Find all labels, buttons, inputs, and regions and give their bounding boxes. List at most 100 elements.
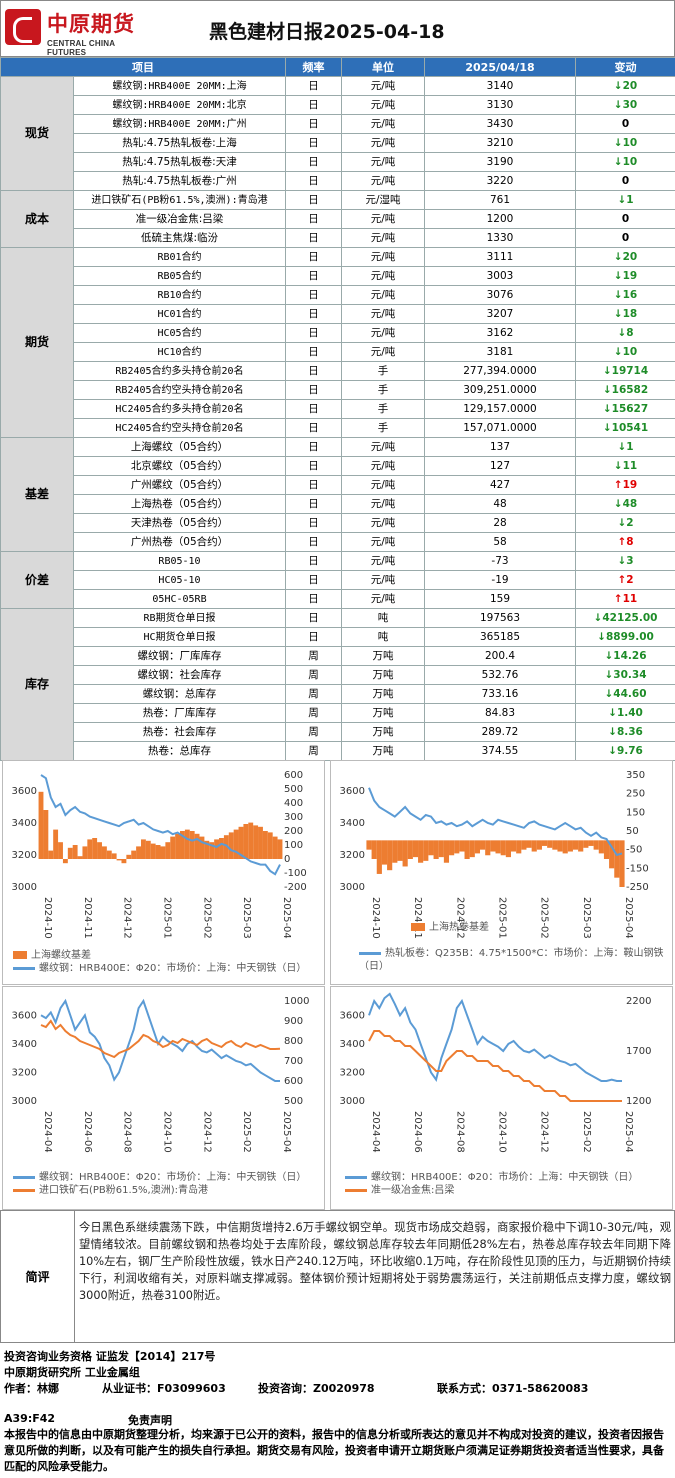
legend-item: 上海螺纹基差 bbox=[13, 949, 306, 962]
y-tick-label: 3400 bbox=[340, 818, 365, 829]
basis-bar bbox=[258, 826, 263, 859]
basis-bar bbox=[531, 840, 537, 852]
legend-item: 螺纹钢：HRB400E：Φ20：市场价：上海：中天钢铁（日） bbox=[13, 1171, 306, 1184]
basis-bar bbox=[136, 846, 141, 859]
y-tick-label: 3200 bbox=[340, 850, 365, 861]
value-cell: 3220 bbox=[424, 171, 576, 191]
legend-swatch bbox=[345, 1188, 367, 1192]
footer-qualification: 投资咨询业务资格 证监发【2014】217号 bbox=[4, 1350, 216, 1363]
change-value: 8899.00 bbox=[605, 630, 654, 643]
table-row: RB05合约日元/吨 3003 ↓19 bbox=[1, 266, 675, 286]
value-cell: 427 bbox=[424, 475, 576, 495]
value-cell: 28 bbox=[424, 513, 576, 533]
change-cell: ↑11 bbox=[575, 589, 675, 609]
basis-bar bbox=[97, 842, 102, 859]
legend-label: 热轧板卷：Q235B：4.75*1500*C：市场价：上海：鞍山钢铁（日） bbox=[359, 948, 664, 972]
category-cell: 基差 bbox=[0, 437, 74, 552]
footer-code: A39:F42 bbox=[4, 1412, 56, 1425]
basis-bar bbox=[116, 859, 122, 861]
arrow-down-icon: ↓ bbox=[602, 421, 612, 434]
table-row: HC05-10 日元/吨 -19 ↑2 bbox=[1, 570, 675, 590]
y-tick-label: 3000 bbox=[340, 1096, 365, 1107]
unit-cell: 万吨 bbox=[341, 665, 425, 685]
basis-bar bbox=[48, 850, 54, 859]
freq-cell: 日 bbox=[285, 513, 342, 533]
y2-tick-label: 50 bbox=[626, 826, 639, 837]
change-cell: ↓14.26 bbox=[575, 646, 675, 666]
footer-consult: 投资咨询：Z0020978 bbox=[258, 1382, 375, 1395]
unit-cell: 元/湿吨 bbox=[341, 190, 425, 210]
y-tick-label: 3200 bbox=[12, 1067, 37, 1078]
table-row: 基差 上海螺纹（05合约）日元/吨 137 ↓1 bbox=[0, 437, 675, 552]
basis-bar bbox=[248, 822, 254, 859]
item-cell: 热轧:4.75热轧板卷:广州 bbox=[73, 171, 286, 191]
item-cell: HC01合约 bbox=[73, 304, 286, 324]
freq-cell: 日 bbox=[285, 494, 342, 514]
change-value: 1 bbox=[626, 193, 634, 206]
unit-cell: 元/吨 bbox=[341, 475, 425, 495]
value-cell: 3181 bbox=[424, 342, 576, 362]
y2-tick-label: 400 bbox=[284, 798, 303, 809]
chart-rebar-ore: 3000 3200 3400 3600 500 600 700 800 900 1000 2024-… bbox=[2, 986, 325, 1210]
item-cell: 螺纹钢：总库存 bbox=[73, 684, 286, 704]
series-line bbox=[40, 998, 280, 1082]
arrow-down-icon: ↓ bbox=[617, 326, 627, 339]
y2-tick-label: 0 bbox=[284, 854, 290, 865]
item-cell: 螺纹钢:HRB400E 20MM:上海 bbox=[73, 76, 286, 96]
unit-cell: 元/吨 bbox=[341, 323, 425, 343]
chart-rebar-ore-plot: 3000 3200 3400 3600 500 600 700 800 900 1000 2024-… bbox=[12, 996, 310, 1153]
report-header: 中原期货 CENTRAL CHINA FUTURES 黑色建材日报2025-04… bbox=[0, 0, 675, 57]
x-tick-label: 2024-10 bbox=[162, 1111, 173, 1153]
change-value: 44.60 bbox=[613, 687, 647, 700]
review-section: 简评 今日黑色系继续震荡下跌，中信期货增持2.6万手螺纹钢空单。现货市场成交趋弱… bbox=[0, 1210, 675, 1343]
change-value: 18 bbox=[622, 307, 638, 320]
item-cell: HC2405合约空头持仓前20名 bbox=[73, 418, 286, 438]
basis-bar bbox=[433, 840, 439, 859]
basis-bar bbox=[209, 842, 215, 859]
arrow-down-icon: ↓ bbox=[604, 649, 614, 662]
unit-cell: 手 bbox=[341, 418, 425, 438]
y2-tick-label: 150 bbox=[626, 807, 645, 818]
x-tick-label: 2025-03 bbox=[581, 897, 592, 939]
basis-bar bbox=[223, 835, 229, 859]
basis-bar bbox=[609, 840, 615, 869]
basis-bar bbox=[277, 839, 283, 859]
unit-cell: 元/吨 bbox=[341, 228, 425, 248]
legend-hrc-basis: 热轧板卷：Q235B：4.75*1500*C：市场价：上海：鞍山钢铁（日） bbox=[359, 947, 669, 973]
basis-bar bbox=[126, 854, 132, 859]
arrow-down-icon: ↓ bbox=[608, 725, 617, 738]
table-row: HC2405合约空头持仓前20名日手 157,071.0000 ↓10541 bbox=[1, 418, 675, 438]
basis-bar bbox=[194, 833, 200, 859]
y2-tick-label: -200 bbox=[284, 882, 307, 893]
table-row: 成本 进口铁矿石(PB粉61.5%,澳洲):青岛港日元/湿吨 761 ↓1 bbox=[0, 190, 675, 248]
change-value: 1 bbox=[626, 440, 634, 453]
value-cell: 48 bbox=[424, 494, 576, 514]
unit-cell: 元/吨 bbox=[341, 494, 425, 514]
value-cell: 1330 bbox=[424, 228, 576, 248]
freq-cell: 日 bbox=[285, 114, 342, 134]
freq-cell: 日 bbox=[285, 570, 342, 590]
freq-cell: 周 bbox=[285, 646, 342, 666]
change-value: 10 bbox=[622, 155, 638, 168]
y2-tick-label: 900 bbox=[284, 1016, 303, 1027]
basis-bar bbox=[578, 840, 584, 852]
x-tick-label: 2024-08 bbox=[122, 1111, 133, 1153]
value-cell: 159 bbox=[424, 589, 576, 609]
freq-cell: 日 bbox=[285, 437, 342, 457]
value-cell: 3140 bbox=[424, 76, 576, 96]
item-cell: 上海螺纹（05合约） bbox=[73, 437, 286, 457]
change-cell: ↓1 bbox=[575, 437, 675, 457]
company-logo: 中原期货 CENTRAL CHINA FUTURES bbox=[5, 7, 155, 57]
basis-bar bbox=[485, 840, 491, 856]
change-cell: ↓30.34 bbox=[575, 665, 675, 685]
basis-bar bbox=[397, 840, 403, 861]
basis-bar bbox=[267, 832, 273, 859]
freq-cell: 日 bbox=[285, 190, 342, 210]
change-cell: ↑8 bbox=[575, 532, 675, 552]
basis-bar bbox=[572, 840, 579, 850]
y2-tick-label: 700 bbox=[284, 1056, 303, 1067]
x-tick-label: 2024-06 bbox=[412, 1111, 423, 1153]
freq-cell: 日 bbox=[285, 589, 342, 609]
x-tick-label: 2024-08 bbox=[454, 1111, 465, 1153]
item-cell: RB10合约 bbox=[73, 285, 286, 305]
